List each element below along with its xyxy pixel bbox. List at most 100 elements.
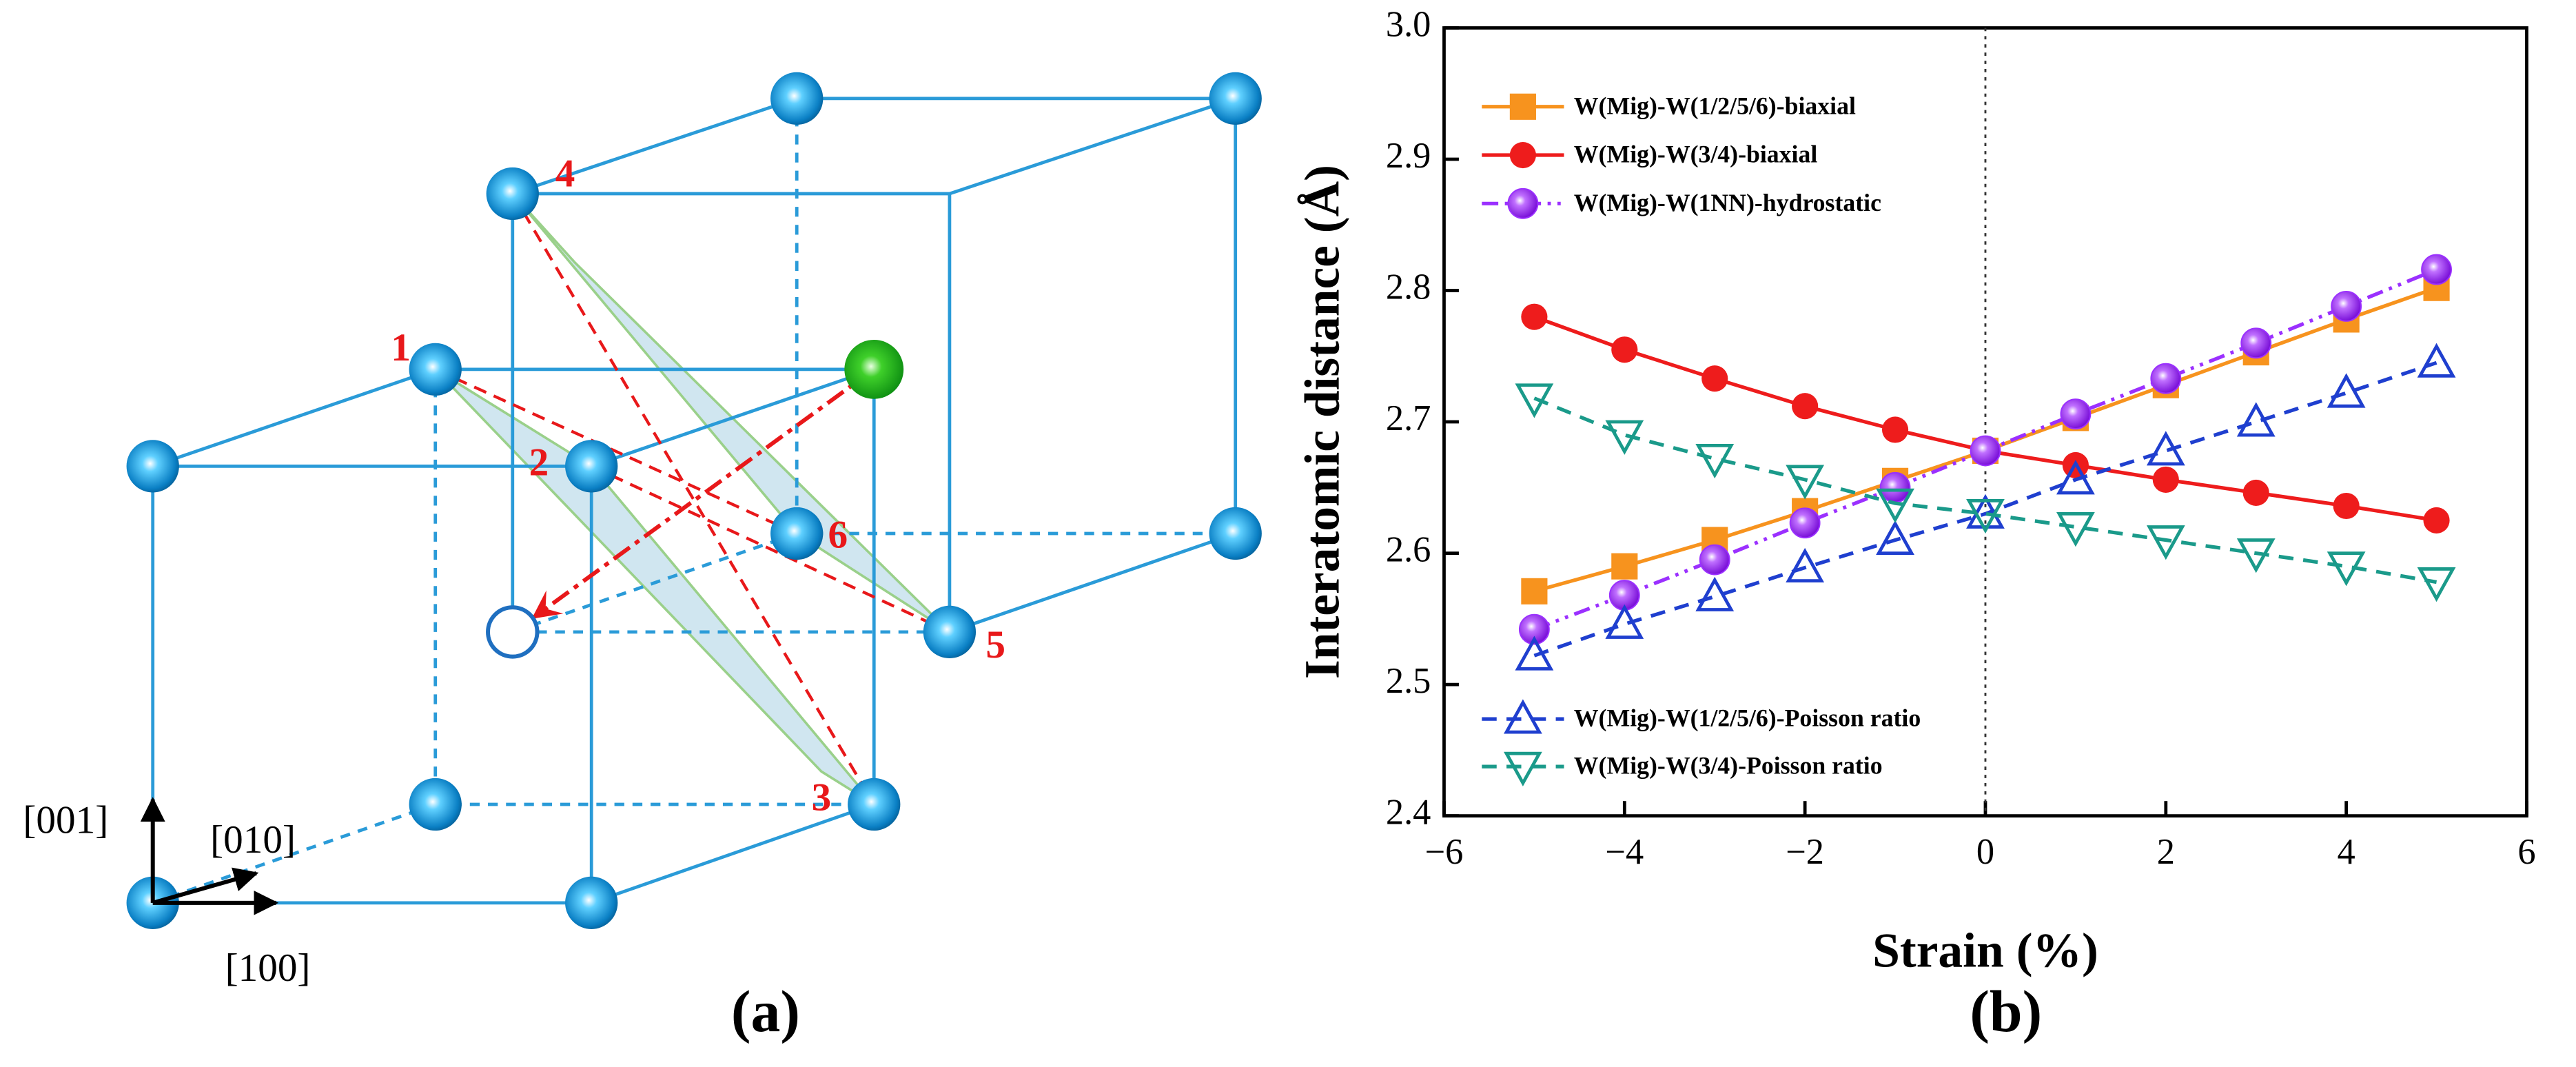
atom-label: 5 — [985, 623, 1005, 667]
atom-label: 4 — [555, 152, 575, 195]
marker — [2242, 479, 2269, 506]
marker — [1789, 507, 1821, 539]
atom — [565, 876, 618, 929]
x-tick-label: −4 — [1605, 832, 1644, 872]
legend-label: W(Mig)-W(1/2/5/6)-biaxial — [1574, 92, 1856, 119]
legend-label: W(Mig)-W(3/4)-biaxial — [1574, 141, 1818, 168]
marker — [2423, 507, 2450, 534]
marker — [2333, 492, 2360, 520]
legend-marker — [1509, 142, 1536, 169]
atom — [923, 605, 977, 658]
atoms — [126, 72, 1262, 929]
cube-edges — [151, 96, 1238, 905]
x-tick-label: 0 — [1976, 832, 1994, 872]
atom — [848, 778, 901, 831]
marker — [2152, 466, 2179, 493]
marker — [1786, 547, 1825, 582]
marker — [1515, 636, 1554, 671]
y-tick-label: 2.9 — [1386, 136, 1431, 176]
marker — [1611, 336, 1638, 363]
direction-label: [010] — [210, 818, 296, 862]
legend-marker — [1509, 93, 1536, 120]
migration-arrow — [531, 367, 876, 619]
y-tick-label: 2.7 — [1386, 398, 1431, 438]
y-tick-label: 2.4 — [1386, 793, 1431, 833]
marker — [1876, 488, 1914, 523]
marker — [1521, 578, 1548, 604]
x-tick-label: 2 — [2157, 832, 2175, 872]
edge — [511, 96, 1238, 634]
marker — [1701, 365, 1728, 392]
legend-label: W(Mig)-W(3/4)-Poisson ratio — [1574, 752, 1883, 780]
migrating-atom — [844, 339, 904, 399]
direction-label: [100] — [225, 946, 311, 990]
panel-label: (b) — [1970, 979, 2042, 1044]
legend-marker — [1507, 187, 1539, 219]
marker — [2146, 525, 2185, 560]
atom-label: 2 — [529, 441, 549, 485]
direction-arrows — [140, 797, 279, 915]
marker — [2240, 327, 2272, 359]
marker — [1605, 420, 1644, 455]
atom-label: 6 — [828, 513, 848, 556]
arrow — [152, 867, 259, 905]
marker — [2236, 402, 2276, 437]
vacancy — [486, 605, 540, 659]
marker — [2060, 398, 2092, 430]
atom-label: 1 — [391, 326, 411, 369]
marker — [1699, 544, 1730, 576]
marker — [1792, 393, 1819, 420]
bond — [434, 367, 798, 535]
atom — [486, 167, 539, 221]
lattice-diagram: 1 2 3 4 5 6 [001] [010] [100] (a) — [23, 72, 1262, 1044]
atom — [565, 440, 618, 493]
marker — [1786, 465, 1825, 500]
x-tick-label: 6 — [2517, 832, 2535, 872]
atom — [1209, 507, 1262, 560]
atom — [409, 778, 462, 831]
marker — [2327, 373, 2366, 408]
marker — [2056, 512, 2095, 547]
bond — [511, 192, 876, 806]
series-line — [1533, 396, 2437, 585]
atom-label: 3 — [812, 775, 832, 819]
legend-marker — [1504, 699, 1542, 734]
marker — [1695, 443, 1735, 479]
marker — [2146, 431, 2185, 466]
marker — [2327, 551, 2366, 587]
marker — [1518, 613, 1550, 645]
plane — [511, 192, 951, 633]
y-axis-label: Interatomic distance (Å) — [1296, 165, 1350, 679]
x-tick-label: −6 — [1425, 832, 1464, 872]
marker — [2331, 291, 2362, 322]
panel-label: (a) — [731, 979, 800, 1044]
x-axis-label: Strain (%) — [1872, 923, 2098, 977]
marker — [2150, 363, 2182, 394]
marker — [2056, 460, 2095, 495]
y-tick-label: 3.0 — [1386, 5, 1431, 45]
marker — [1970, 435, 2001, 467]
marker — [2417, 343, 2456, 378]
legend-label: W(Mig)-W(1NN)-hydrostatic — [1574, 189, 1881, 216]
y-tick-label: 2.8 — [1386, 267, 1431, 307]
series-line — [1533, 360, 2437, 658]
legend-marker — [1504, 751, 1542, 786]
marker — [1695, 576, 1735, 611]
atom — [126, 440, 179, 493]
marker — [2417, 567, 2456, 602]
atom — [1209, 72, 1262, 125]
marker — [1605, 604, 1644, 639]
legend-label: W(Mig)-W(1/2/5/6)-Poisson ratio — [1574, 704, 1921, 732]
direction-label: [001] — [23, 799, 108, 842]
y-tick-label: 2.5 — [1386, 661, 1431, 701]
marker — [1876, 520, 1914, 555]
x-tick-label: −2 — [1786, 832, 1824, 872]
marker — [1515, 383, 1554, 418]
atom — [770, 507, 824, 560]
y-tick-label: 2.6 — [1386, 530, 1431, 570]
atom — [409, 343, 462, 396]
marker — [1521, 303, 1548, 330]
bond — [591, 465, 950, 633]
atom — [770, 72, 824, 125]
chart: −6 −4 −2 0 2 4 6 2.4 2.5 2.6 2.7 2.8 2.9 3.0 Strain (%… — [1296, 5, 2536, 1045]
